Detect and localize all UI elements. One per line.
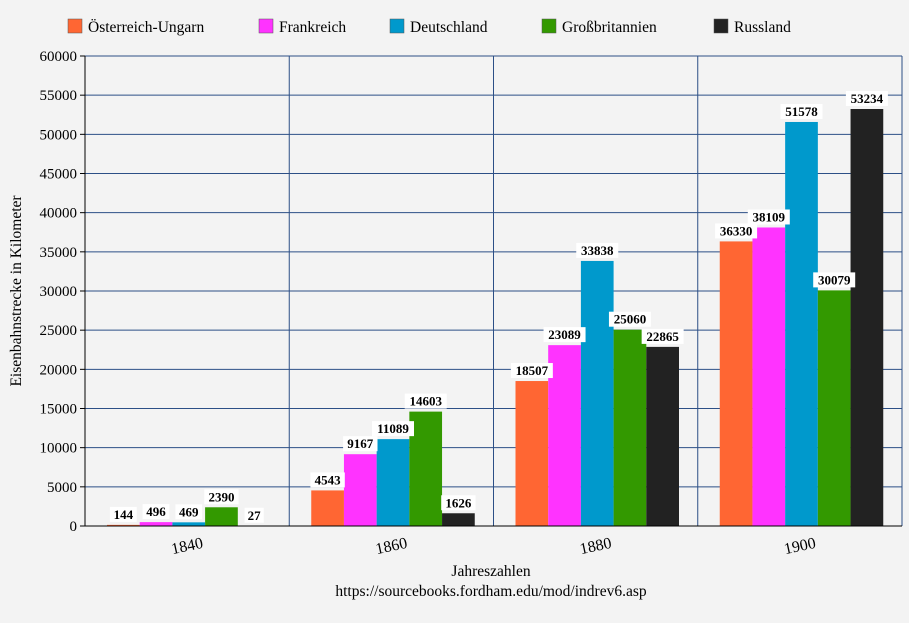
- y-tick-label: 30000: [40, 284, 78, 300]
- y-tick-label: 5000: [47, 480, 77, 496]
- data-label: 144: [114, 507, 134, 522]
- data-label-bg: [813, 272, 856, 288]
- data-label-bg: [543, 327, 586, 343]
- y-tick-label: 35000: [40, 245, 78, 261]
- data-label: 11089: [377, 421, 409, 436]
- y-tick-label: 55000: [40, 88, 78, 104]
- gridlines: [85, 55, 903, 527]
- bar: [343, 454, 377, 526]
- data-label: 18507: [516, 363, 549, 378]
- bar: [139, 522, 173, 526]
- x-tick-label: 1840: [170, 535, 205, 558]
- bar: [515, 381, 549, 526]
- bar: [613, 329, 647, 526]
- data-label-bg: [715, 223, 758, 239]
- data-label-bg: [142, 504, 170, 520]
- bar: [107, 524, 140, 526]
- legend-label: Russland: [734, 19, 791, 36]
- y-tick-label: 0: [70, 519, 78, 535]
- bar: [785, 121, 818, 526]
- x-tick-label: 1880: [578, 535, 613, 558]
- y-tick-label: 45000: [40, 167, 78, 183]
- legend-swatch: [67, 18, 83, 34]
- bars: [107, 109, 884, 527]
- y-tick-label: 15000: [40, 402, 78, 418]
- legend-label: Großbritannien: [562, 19, 657, 36]
- bar: [442, 513, 475, 526]
- data-label: 496: [146, 504, 166, 519]
- data-label-bg: [310, 472, 345, 488]
- y-tick-label: 60000: [40, 49, 78, 65]
- data-label-bg: [747, 209, 790, 225]
- data-label-bg: [343, 436, 378, 452]
- data-label: 30079: [818, 272, 851, 287]
- legend: Österreich-Ungarn Frankreich Deutschland Gr…: [67, 18, 791, 36]
- data-label-bg: [441, 495, 476, 511]
- data-label-bg: [845, 91, 888, 107]
- legend-label: Deutschland: [410, 19, 488, 36]
- y-tick-label: 10000: [40, 441, 78, 457]
- legend-swatch: [713, 18, 729, 34]
- data-label: 53234: [851, 91, 884, 106]
- bar: [409, 411, 443, 526]
- data-label-bg: [372, 421, 414, 437]
- bar: [548, 345, 581, 526]
- legend-label: Frankreich: [279, 19, 346, 36]
- y-tick-label: 25000: [40, 323, 78, 339]
- y-axis-title: Eisenbahnstrecke in Kilometer: [8, 195, 25, 387]
- bar: [205, 507, 238, 526]
- bar: [719, 241, 753, 527]
- data-label-bg: [109, 506, 137, 522]
- bar: [172, 522, 206, 526]
- data-label: 14603: [409, 394, 442, 409]
- data-label: 33838: [581, 243, 614, 258]
- x-tick-label: 1860: [374, 535, 409, 558]
- source-url: https://sourcebooks.fordham.edu/mod/indr…: [335, 583, 646, 600]
- data-label: 36330: [720, 223, 753, 238]
- legend-label: Österreich-Ungarn: [88, 19, 204, 36]
- data-label-bg: [204, 489, 239, 505]
- data-label-bg: [244, 507, 264, 523]
- legend-swatch: [258, 18, 274, 34]
- data-label: 2390: [208, 489, 234, 504]
- axes: 0 5000 10000 15000 20000 25000 30000 35000 40000…: [40, 49, 902, 558]
- bar: [817, 290, 851, 526]
- data-label: 4543: [315, 472, 342, 487]
- data-label-bg: [175, 504, 203, 520]
- data-label-bg: [510, 363, 553, 379]
- data-label: 22865: [646, 329, 679, 344]
- bar: [850, 109, 884, 526]
- data-label: 1626: [445, 495, 472, 510]
- data-label-bg: [576, 242, 619, 258]
- data-label: 469: [179, 504, 199, 519]
- data-label-bg: [780, 103, 823, 119]
- x-axis-title: Jahreszahlen: [451, 563, 530, 580]
- legend-swatch: [389, 18, 405, 34]
- data-label: 9167: [347, 436, 374, 451]
- legend-swatch: [541, 18, 557, 34]
- bar: [580, 260, 614, 526]
- data-label: 27: [248, 508, 262, 523]
- data-label: 25060: [614, 312, 647, 327]
- y-tick-label: 20000: [40, 362, 78, 378]
- x-tick-label: 1900: [783, 535, 818, 558]
- data-label: 38109: [753, 209, 786, 224]
- data-label-bg: [608, 311, 651, 327]
- data-label-bg: [641, 328, 684, 344]
- y-tick-label: 50000: [40, 127, 78, 143]
- data-label: 23089: [548, 327, 581, 342]
- bar: [752, 227, 786, 527]
- bar: [646, 346, 679, 526]
- bar: [376, 439, 410, 526]
- data-label: 51578: [785, 104, 818, 119]
- data-label-bg: [404, 393, 447, 409]
- bar: [311, 490, 344, 526]
- y-tick-label: 40000: [40, 206, 78, 222]
